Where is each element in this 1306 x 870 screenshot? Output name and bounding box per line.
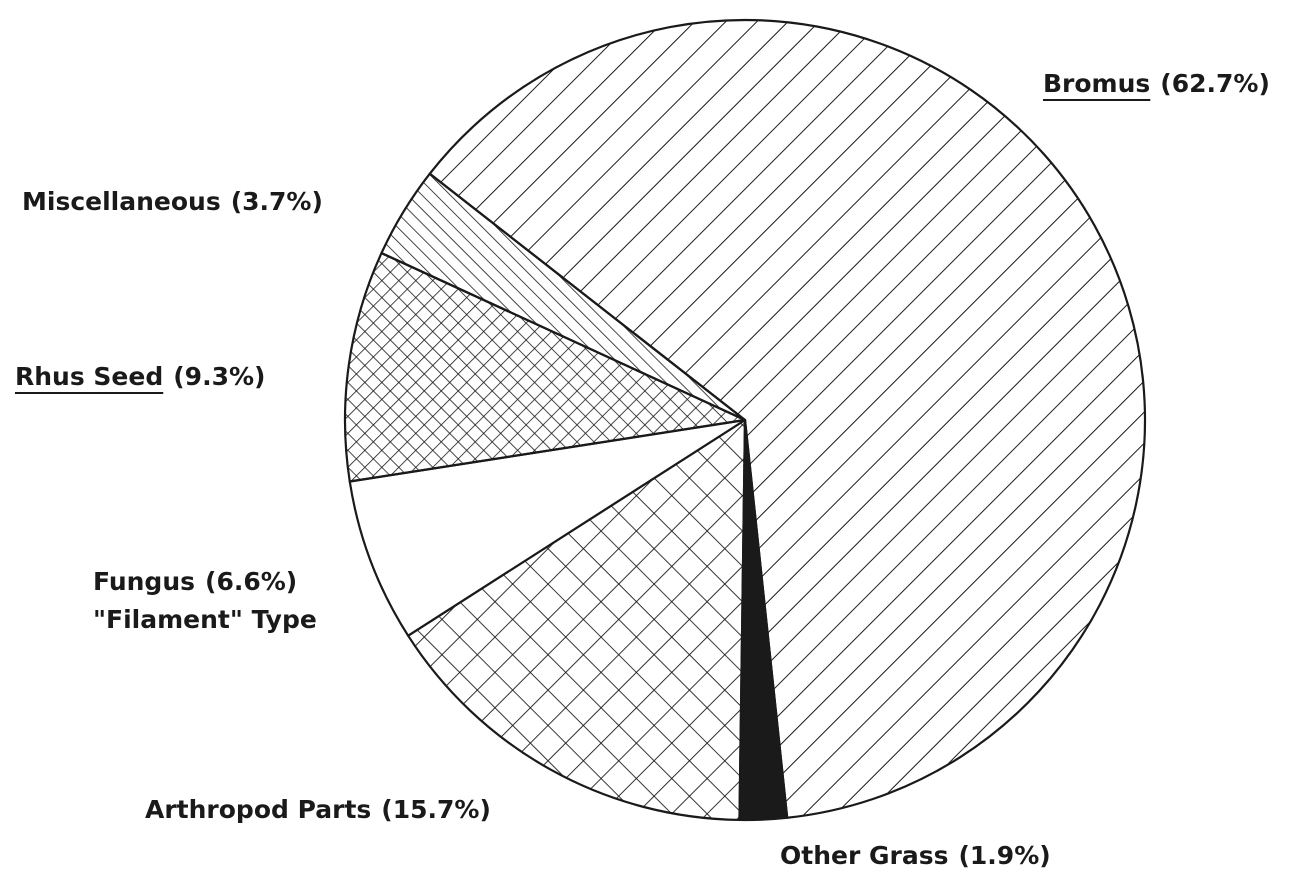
value-label: (9.3%) <box>173 362 265 391</box>
category-name: Other Grass <box>780 841 948 870</box>
value-label: (3.7%) <box>231 187 323 216</box>
annotation: "Filament" Type <box>93 605 317 634</box>
pie-slice <box>380 172 747 422</box>
slice-label: Miscellaneous (3.7%) <box>22 187 323 216</box>
slice-label: Rhus Seed (9.3%) <box>15 362 265 391</box>
pie-slice <box>407 418 747 822</box>
value-label: (15.7%) <box>381 795 491 824</box>
value-label: (62.7%) <box>1160 69 1270 98</box>
slice-label: Arthropod Parts (15.7%) <box>145 795 491 824</box>
category-name: Bromus <box>1043 69 1150 98</box>
pie-slice <box>428 18 1147 819</box>
category-name: Rhus Seed <box>15 362 163 391</box>
pie-slice <box>348 418 747 637</box>
value-label: (1.9%) <box>958 841 1050 870</box>
slice-label: Other Grass (1.9%) <box>780 841 1051 870</box>
category-name: Miscellaneous <box>22 187 221 216</box>
pie-slice <box>343 251 747 483</box>
category-name: Fungus <box>93 567 195 596</box>
value-label: (6.6%) <box>205 567 297 596</box>
slice-label: Bromus (62.7%) <box>1043 69 1270 98</box>
slice-label: Fungus (6.6%) <box>93 567 297 596</box>
category-name: Arthropod Parts <box>145 795 371 824</box>
